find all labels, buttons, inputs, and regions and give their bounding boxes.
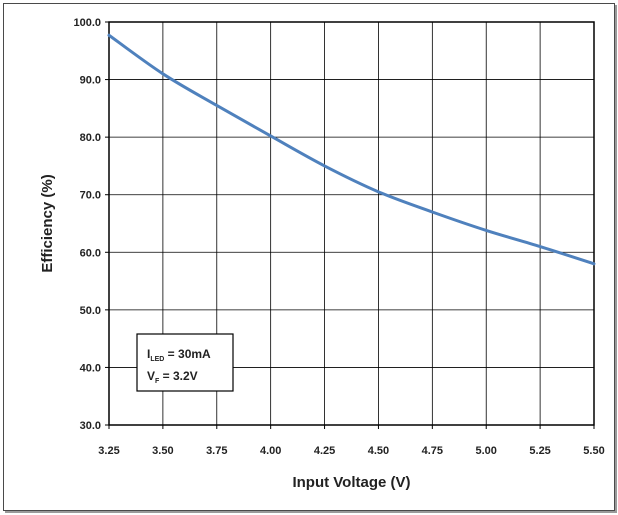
series-line-efficiency — [107, 33, 596, 266]
x-tick-label: 4.50 — [368, 445, 389, 457]
x-axis-ticks: 3.25 3.50 3.75 4.00 4.25 4.50 4.75 5.00 5.25 5.50 — [98, 425, 605, 457]
annotation-led-current: ILED = 30mA — [147, 347, 211, 363]
y-axis-title: Efficiency (%) — [39, 174, 56, 272]
annotation-led-current-symbol: I — [147, 347, 150, 361]
x-tick-label: 5.50 — [583, 445, 604, 457]
x-axis-title: Input Voltage (V) — [292, 474, 410, 491]
y-tick-label: 80.0 — [80, 132, 101, 144]
x-tick-label: 4.00 — [260, 445, 281, 457]
x-tick-label: 5.25 — [529, 445, 550, 457]
y-tick-label: 70.0 — [80, 190, 101, 202]
x-tick-label: 3.75 — [206, 445, 227, 457]
plot-area — [108, 21, 595, 426]
x-tick-label: 3.25 — [98, 445, 119, 457]
x-tick-label: 5.00 — [476, 445, 497, 457]
y-tick-label: 60.0 — [80, 247, 101, 259]
y-tick-label: 50.0 — [80, 305, 101, 317]
y-tick-label: 30.0 — [80, 420, 101, 432]
annotation-forward-voltage-subscript: F — [155, 378, 160, 385]
x-tick-label: 3.50 — [152, 445, 173, 457]
y-tick-label: 100.0 — [73, 17, 101, 29]
y-tick-label: 90.0 — [80, 75, 101, 87]
y-axis-ticks: 30.0 40.0 50.0 60.0 70.0 80.0 90.0 100.0 — [73, 17, 109, 432]
chart-frame: 30.0 40.0 50.0 60.0 70.0 80.0 90.0 100.0 3.25 3.… — [3, 3, 615, 511]
annotation-forward-voltage-value: = 3.2V — [159, 369, 197, 383]
annotation-forward-voltage: VF = 3.2V — [147, 369, 198, 385]
annotation-led-current-subscript: LED — [150, 356, 164, 363]
y-tick-label: 40.0 — [80, 362, 101, 374]
annotation-forward-voltage-symbol: V — [147, 369, 155, 383]
annotation-led-current-value: = 30mA — [164, 347, 211, 361]
annotation-box: ILED = 30mA VF = 3.2V — [136, 333, 234, 392]
x-tick-label: 4.75 — [422, 445, 443, 457]
series-layer — [107, 33, 596, 266]
x-tick-label: 4.25 — [314, 445, 335, 457]
